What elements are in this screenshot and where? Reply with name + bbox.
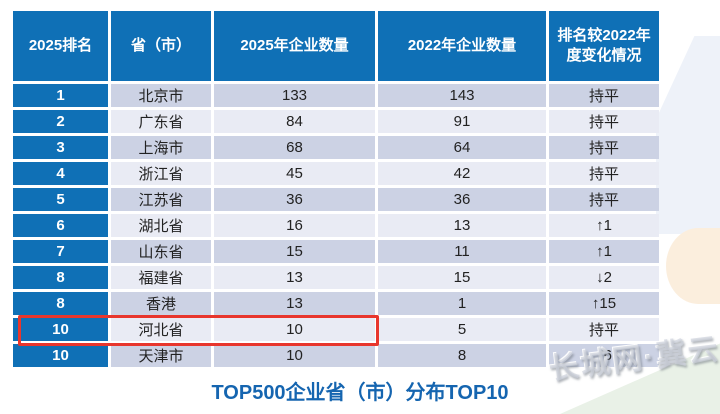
table-row: 1 北京市 133 143 持平	[13, 84, 659, 107]
province-cell: 天津市	[111, 344, 211, 367]
header-count-2025: 2025年企业数量	[214, 11, 375, 81]
province-cell: 香港	[111, 292, 211, 315]
header-count-2022: 2022年企业数量	[378, 11, 546, 81]
count-2022-cell: 42	[378, 162, 546, 185]
rank-cell: 1	[13, 84, 108, 107]
province-cell: 湖北省	[111, 214, 211, 237]
change-cell: 持平	[549, 188, 659, 211]
count-2025-cell: 68	[214, 136, 375, 159]
table-row: 8 香港 13 1 ↑15	[13, 292, 659, 315]
background-shape-cream	[666, 228, 720, 304]
province-cell: 浙江省	[111, 162, 211, 185]
table-row: 4 浙江省 45 42 持平	[13, 162, 659, 185]
table-row: 5 江苏省 36 36 持平	[13, 188, 659, 211]
count-2022-cell: 13	[378, 214, 546, 237]
count-2025-cell: 84	[214, 110, 375, 133]
count-2025-cell: 133	[214, 84, 375, 107]
province-cell: 山东省	[111, 240, 211, 263]
count-2022-cell: 5	[378, 318, 546, 341]
change-cell: 持平	[549, 136, 659, 159]
rank-cell: 7	[13, 240, 108, 263]
change-cell: 持平	[549, 162, 659, 185]
count-2025-cell: 10	[214, 318, 375, 341]
table-row: 7 山东省 15 11 ↑1	[13, 240, 659, 263]
table-row: 6 湖北省 16 13 ↑1	[13, 214, 659, 237]
count-2022-cell: 91	[378, 110, 546, 133]
count-2022-cell: 8	[378, 344, 546, 367]
count-2025-cell: 10	[214, 344, 375, 367]
count-2022-cell: 15	[378, 266, 546, 289]
count-2025-cell: 13	[214, 292, 375, 315]
header-province: 省（市）	[111, 11, 211, 81]
table-row: 8 福建省 13 15 ↓2	[13, 266, 659, 289]
count-2022-cell: 1	[378, 292, 546, 315]
background-shape-blue	[656, 36, 720, 234]
header-rank-change: 排名较2022年度变化情况	[549, 11, 659, 81]
count-2025-cell: 16	[214, 214, 375, 237]
count-2022-cell: 143	[378, 84, 546, 107]
province-cell: 福建省	[111, 266, 211, 289]
header-rank-2025: 2025排名	[13, 11, 108, 81]
province-cell: 河北省	[111, 318, 211, 341]
rank-cell: 10	[13, 318, 108, 341]
change-cell: ↑1	[549, 214, 659, 237]
count-2022-cell: 36	[378, 188, 546, 211]
province-cell: 上海市	[111, 136, 211, 159]
table-header: 2025排名 省（市） 2025年企业数量 2022年企业数量 排名较2022年…	[13, 11, 659, 81]
rank-cell: 3	[13, 136, 108, 159]
table-caption: TOP500企业省（市）分布TOP10	[211, 382, 509, 404]
count-2025-cell: 36	[214, 188, 375, 211]
change-cell: 持平	[549, 84, 659, 107]
table-row: 10 河北省 10 5 持平	[13, 318, 659, 341]
rank-cell: 4	[13, 162, 108, 185]
province-cell: 北京市	[111, 84, 211, 107]
rank-cell: 5	[13, 188, 108, 211]
rank-cell: 8	[13, 292, 108, 315]
count-2022-cell: 11	[378, 240, 546, 263]
table-body: 1 北京市 133 143 持平 2 广东省 84 91 持平 3 上海市 68…	[13, 84, 659, 367]
count-2025-cell: 15	[214, 240, 375, 263]
change-cell: 持平	[549, 318, 659, 341]
rank-cell: 10	[13, 344, 108, 367]
province-cell: 广东省	[111, 110, 211, 133]
count-2025-cell: 45	[214, 162, 375, 185]
change-cell: 持平	[549, 110, 659, 133]
change-cell: ↑6	[549, 344, 659, 367]
change-cell: ↓2	[549, 266, 659, 289]
table-row: 3 上海市 68 64 持平	[13, 136, 659, 159]
rank-cell: 8	[13, 266, 108, 289]
change-cell: ↑1	[549, 240, 659, 263]
count-2025-cell: 13	[214, 266, 375, 289]
rank-cell: 6	[13, 214, 108, 237]
table-row: 2 广东省 84 91 持平	[13, 110, 659, 133]
rank-cell: 2	[13, 110, 108, 133]
change-cell: ↑15	[549, 292, 659, 315]
province-cell: 江苏省	[111, 188, 211, 211]
ranking-table: 2025排名 省（市） 2025年企业数量 2022年企业数量 排名较2022年…	[10, 8, 662, 370]
table-row: 10 天津市 10 8 ↑6	[13, 344, 659, 367]
count-2022-cell: 64	[378, 136, 546, 159]
